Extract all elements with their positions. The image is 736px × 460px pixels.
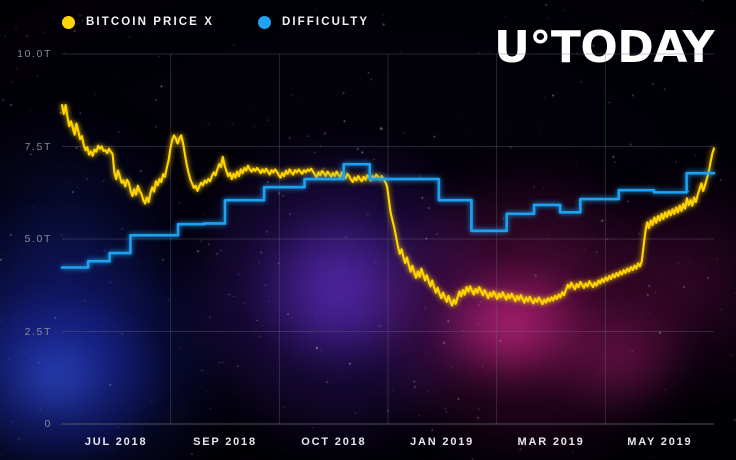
- y-axis-tick-label: 10.0T: [17, 48, 52, 60]
- series-line-bitcoin-price-x: [60, 104, 716, 307]
- utoday-logo: U°TODAY: [494, 22, 714, 73]
- x-axis-tick-label: SEP 2018: [193, 436, 257, 448]
- y-axis-tick-label: 0: [44, 418, 52, 430]
- y-axis-tick-label: 7.5T: [24, 140, 52, 153]
- circle-marker-icon: [62, 15, 75, 29]
- y-axis-tick-label: 2.5T: [24, 325, 52, 338]
- legend-item-bitcoin-price[interactable]: BITCOIN PRICE X: [62, 15, 214, 29]
- chart-legend: BITCOIN PRICE X DIFFICULTY: [0, 0, 736, 44]
- series-line-difficulty: [60, 162, 716, 269]
- chart-gridlines: [62, 53, 714, 425]
- x-axis-tick-label: MAY 2019: [627, 436, 693, 448]
- legend-label-bitcoin-price: BITCOIN PRICE X: [86, 16, 214, 28]
- legend-label-difficulty: DIFFICULTY: [281, 16, 370, 28]
- legend-item-difficulty[interactable]: DIFFICULTY: [257, 15, 370, 29]
- circle-marker-icon: [257, 15, 271, 29]
- chart-series-layer: [60, 104, 716, 307]
- y-axis-tick-label: 5.0T: [24, 233, 52, 245]
- x-axis-tick-label: JUL 2018: [84, 436, 148, 448]
- x-axis-tick-label: MAR 2019: [517, 436, 585, 448]
- x-axis-tick-label: OCT 2018: [301, 436, 367, 448]
- x-axis-tick-label: JAN 2019: [410, 436, 475, 448]
